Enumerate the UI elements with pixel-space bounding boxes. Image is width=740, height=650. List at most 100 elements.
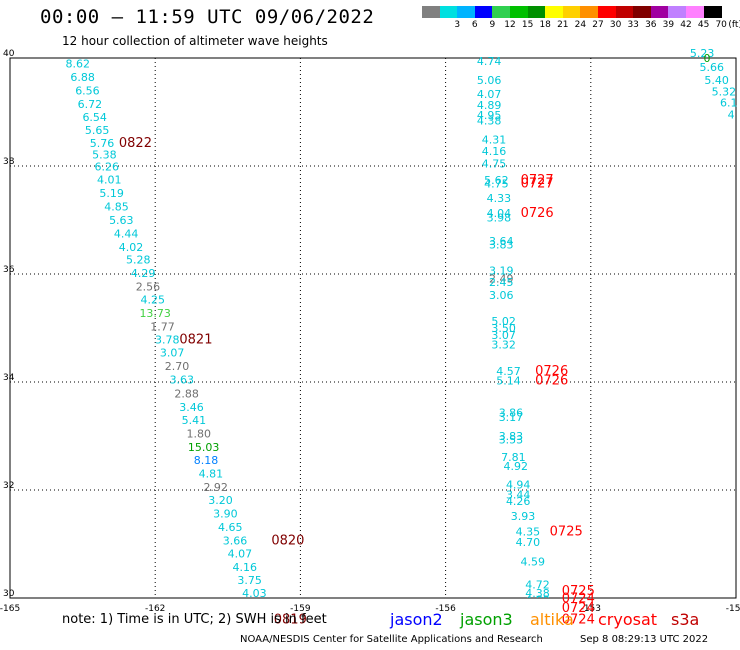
colorbar-label: 39 xyxy=(662,20,675,30)
colorbar-swatch xyxy=(668,6,687,18)
x-tick-label: -156 xyxy=(435,604,456,614)
colorbar-label: 6 xyxy=(471,20,478,30)
x-tick-label: -150 xyxy=(726,604,740,614)
wave-height-label: 4.26 xyxy=(506,495,531,508)
wave-height-label: 4.44 xyxy=(114,227,139,240)
wave-height-label: 4.16 xyxy=(482,145,507,158)
colorbar-label: 24 xyxy=(574,20,587,30)
colorbar-label: 70 xyxy=(715,20,727,30)
colorbar-swatch xyxy=(422,6,441,18)
wave-height-label: 5.14 xyxy=(496,375,521,388)
wave-height-label: 4.38 xyxy=(525,587,550,600)
colorbar-label: 42 xyxy=(680,20,692,30)
wave-height-label: 4.07 xyxy=(228,548,253,561)
wave-height-label: 4.04 xyxy=(487,207,512,220)
pass-time-label: 0725 xyxy=(550,524,583,539)
wave-height-label: 5.19 xyxy=(99,187,124,200)
colorbar-swatch xyxy=(474,6,493,18)
wave-height-label: 2.92 xyxy=(203,481,228,494)
wave-height-label: 4.29 xyxy=(131,267,156,280)
pass-time-label: 0725 xyxy=(562,584,595,599)
wave-height-label: 3.46 xyxy=(179,401,204,414)
y-tick-label: 36 xyxy=(3,265,15,275)
colorbar-label: 33 xyxy=(627,20,639,30)
wave-height-label: 15.03 xyxy=(188,441,220,454)
colorbar-label: 12 xyxy=(504,20,516,30)
wave-height-label: 5.28 xyxy=(126,254,151,267)
colorbar-label: 9 xyxy=(489,20,496,30)
y-tick-label: 38 xyxy=(3,157,15,167)
wave-height-label: 4.89 xyxy=(525,593,550,606)
wave-height-label: 4.70 xyxy=(516,536,541,549)
wave-height-label: 3.63 xyxy=(170,374,195,387)
wave-height-label: 5.66 xyxy=(700,61,725,74)
y-tick-label: 40 xyxy=(3,49,15,59)
colorbar-swatch xyxy=(492,6,511,18)
wave-height-label: 6.56 xyxy=(75,85,100,98)
pass-time-label: 0724 xyxy=(562,612,595,627)
wave-height-label: 5.38 xyxy=(92,148,117,161)
wave-height-label: 5.65 xyxy=(85,124,110,137)
wave-height-label: 4.95 xyxy=(477,109,502,122)
wave-height-label: 3.07 xyxy=(491,329,516,342)
pass-time-label: 0726 xyxy=(535,374,568,389)
pass-time-label: 0727 xyxy=(521,173,554,188)
wave-height-label: 4.38 xyxy=(477,114,502,127)
wave-height-label: 4.59 xyxy=(520,556,545,569)
wave-height-label: 8.18 xyxy=(194,454,219,467)
wave-height-label: 4.57 xyxy=(496,365,521,378)
map-frame xyxy=(9,57,737,599)
wave-height-label: 4.85 xyxy=(104,200,129,213)
footer-note: note: 1) Time is in UTC; 2) SWH is in fe… xyxy=(62,612,327,627)
wave-height-label: 3.83 xyxy=(499,430,524,443)
wave-height-label: 5.06 xyxy=(477,74,502,87)
wave-height-label: 2.88 xyxy=(174,388,199,401)
satellite-legend-s3a: s3a xyxy=(671,610,700,629)
wave-height-label: 5.02 xyxy=(491,315,516,328)
x-tick-label: -165 xyxy=(0,604,20,614)
wave-height-label: 3.66 xyxy=(223,535,248,548)
wave-height-label: 4.75 xyxy=(484,178,509,191)
wave-height-label: 4.74 xyxy=(477,55,502,68)
y-tick-label: 32 xyxy=(3,481,14,491)
colorbar-label: 15 xyxy=(521,20,534,30)
wave-height-label: 3.78 xyxy=(155,334,180,347)
wave-height-label: 5.41 xyxy=(182,414,207,427)
y-tick-label: 30 xyxy=(3,589,15,599)
wave-height-label: 5.32 xyxy=(712,85,737,98)
wave-height-label: 4.35 xyxy=(516,525,541,538)
wave-height-label: 6.72 xyxy=(78,98,103,111)
map-subtitle: 12 hour collection of altimeter wave hei… xyxy=(62,34,328,48)
colorbar-swatch xyxy=(703,6,722,18)
colorbar-label: 18 xyxy=(539,20,551,30)
wave-height-label: 3.64 xyxy=(489,235,514,248)
wave-height-label: 3.32 xyxy=(491,339,516,352)
colorbar-swatch xyxy=(598,6,617,18)
colorbar-label: 45 xyxy=(697,20,710,30)
wave-height-label: 0 xyxy=(703,52,710,65)
colorbar-label: 27 xyxy=(592,20,604,30)
wave-height-label: 3.86 xyxy=(499,407,524,420)
colorbar-swatch xyxy=(650,6,669,18)
wave-height-label: 4.07 xyxy=(477,88,502,101)
colorbar-swatch xyxy=(633,6,652,18)
wave-height-label: 3.90 xyxy=(213,508,238,521)
wave-height-label: 3.98 xyxy=(487,212,512,225)
wave-height-label: 3.20 xyxy=(208,494,233,507)
pass-time-label: 0820 xyxy=(271,534,304,549)
colorbar-swatch xyxy=(580,6,599,18)
wave-height-label: 4.89 xyxy=(477,99,502,112)
wave-height-label: 2.56 xyxy=(136,281,161,294)
wave-height-label: 5.40 xyxy=(704,74,729,87)
wave-height-label: 6.88 xyxy=(70,71,95,84)
wave-height-label: 3.93 xyxy=(511,510,536,523)
wave-height-label: 2.49 xyxy=(489,273,514,286)
colorbar-swatch xyxy=(439,6,458,18)
wave-height-label: 4.92 xyxy=(504,460,529,473)
y-tick-label: 34 xyxy=(3,373,15,383)
colorbar-swatch xyxy=(510,6,529,18)
footer-generated-date: Sep 8 08:29:13 UTC 2022 xyxy=(580,634,709,645)
colorbar-label: 30 xyxy=(609,20,622,30)
